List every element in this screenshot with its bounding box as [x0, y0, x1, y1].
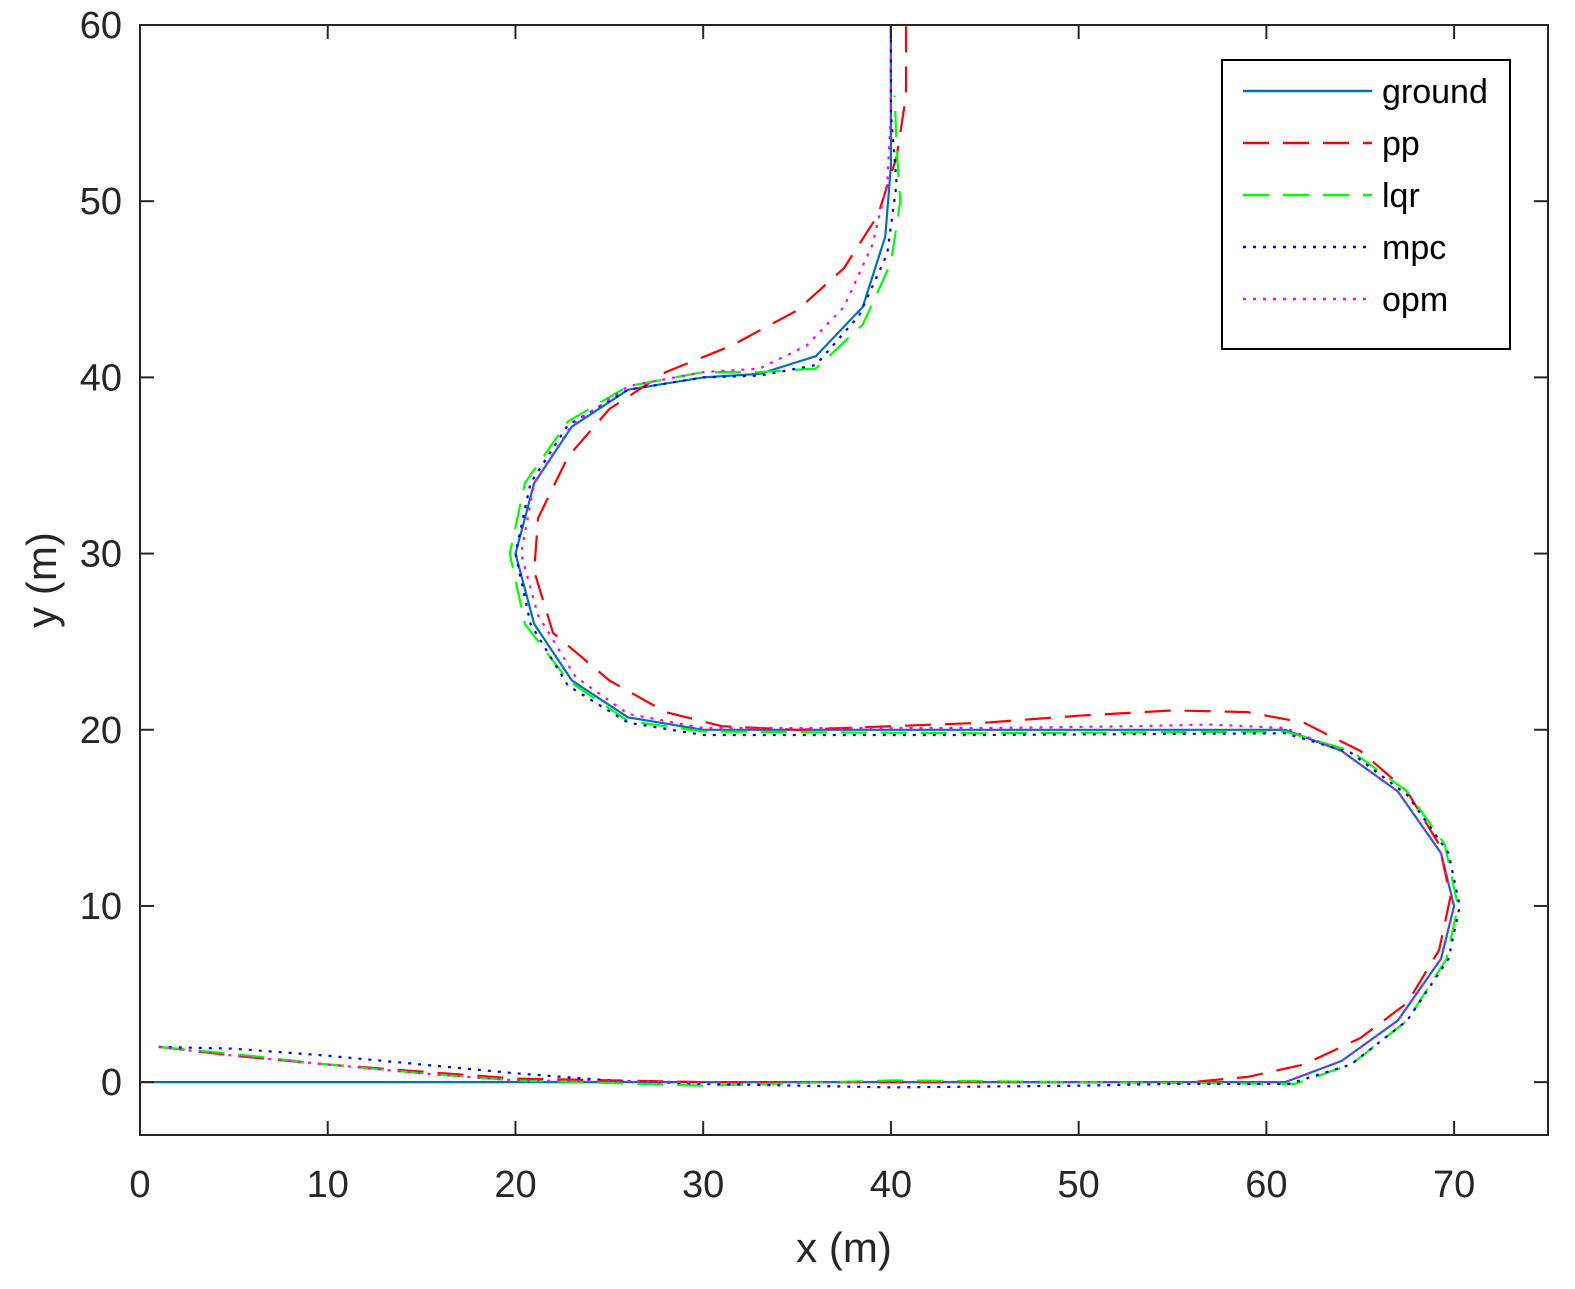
legend-box [1221, 59, 1511, 350]
legend-items: ground pp lqr mpc opm [1243, 73, 1488, 319]
x-tick-label: 70 [1433, 1164, 1475, 1206]
series-line-lqr [158, 95, 1460, 1087]
legend-label-mpc: mpc [1382, 229, 1446, 267]
x-axis-label: x (m) [796, 1224, 892, 1271]
series-line-opm [158, 25, 1456, 1084]
series-line-mpc [158, 25, 1461, 1089]
x-tick-label: 10 [307, 1164, 349, 1206]
x-tick-label: 0 [129, 1164, 150, 1206]
y-tick-label: 40 [80, 357, 122, 399]
plot-frame [139, 24, 1549, 1136]
legend: ground pp lqr mpc opm [1221, 59, 1511, 350]
legend-label-ground: ground [1382, 73, 1488, 111]
y-tick-label: 60 [80, 5, 122, 47]
y-tick-label: 0 [101, 1062, 122, 1104]
y-tick-label: 10 [80, 886, 122, 928]
legend-label-lqr: lqr [1382, 177, 1420, 215]
legend-label-pp: pp [1382, 125, 1420, 163]
x-tick-label: 50 [1058, 1164, 1100, 1206]
y-tick-label: 30 [80, 534, 122, 576]
x-tick-label: 60 [1245, 1164, 1287, 1206]
y-axis-label: y (m) [18, 532, 65, 628]
series-layer [140, 25, 1461, 1089]
x-tick-label: 40 [870, 1164, 912, 1206]
tick-layer: 0 10 20 30 40 50 60 70 0 10 20 30 40 50 60 [80, 5, 1548, 1206]
x-tick-label: 20 [494, 1164, 536, 1206]
x-tick-label: 30 [682, 1164, 724, 1206]
y-tick-label: 20 [80, 710, 122, 752]
y-tick-label: 50 [80, 181, 122, 223]
legend-label-opm: opm [1382, 281, 1448, 319]
